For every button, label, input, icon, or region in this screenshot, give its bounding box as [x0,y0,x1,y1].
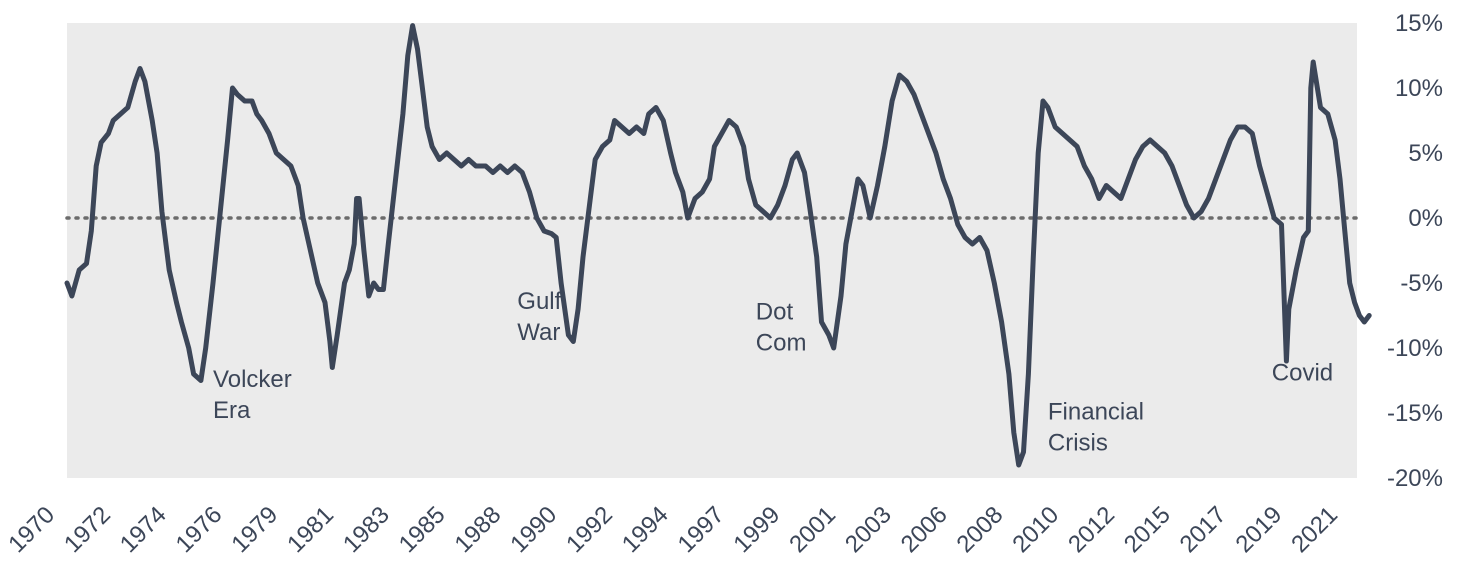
y-axis-ticks: 15% 10% 5% 0% -5% -10% -15% -20% [1387,10,1443,492]
annotation-line: Era [213,397,251,424]
annotation-line: Crisis [1048,430,1108,457]
y-tick-label: 15% [1395,10,1443,37]
event-annotation: Financial Crisis [1048,399,1144,457]
event-annotation: Dot Com [756,298,807,356]
x-axis-ticks: 1970197219741976197919811983198519881990… [3,501,1343,558]
x-tick-label: 2008 [952,501,1009,558]
x-tick-label: 2017 [1175,501,1232,558]
x-tick-label: 2012 [1063,501,1120,558]
plot-background [67,23,1357,478]
y-tick-label: -10% [1387,335,1443,362]
x-tick-label: 1988 [450,501,507,558]
x-tick-label: 2021 [1286,501,1343,558]
annotation-line: Covid [1272,360,1333,387]
y-tick-label: -20% [1387,465,1443,492]
y-tick-label: 0% [1408,205,1443,232]
x-tick-label: 1981 [282,501,339,558]
series-layer [64,23,1372,468]
annotation-line: Com [756,329,807,356]
x-tick-label: 1985 [394,501,451,558]
x-tick-label: 1976 [171,501,228,558]
x-tick-label: 2003 [840,501,897,558]
event-annotation: Covid [1272,360,1333,387]
x-tick-label: 1999 [728,501,785,558]
x-tick-label: 1990 [505,501,562,558]
event-annotation: Gulf War [517,288,561,346]
x-tick-label: 2006 [896,501,953,558]
event-annotation: Volcker Era [213,366,292,424]
annotation-line: Financial [1048,399,1144,426]
x-tick-label: 2015 [1119,501,1176,558]
series-line-0 [64,23,1372,468]
x-tick-label: 2019 [1230,501,1287,558]
x-tick-label: 1997 [673,501,730,558]
x-tick-label: 1970 [3,501,60,558]
x-tick-label: 2001 [784,501,841,558]
annotation-line: Volcker [213,366,292,393]
annotation-line: Dot [756,298,794,325]
annotation-layer: Volcker Era Gulf War Dot Com Financial Crisis Co… [213,288,1333,457]
annotation-line: Gulf [517,288,561,315]
y-tick-label: -15% [1387,400,1443,427]
x-tick-label: 1979 [226,501,283,558]
x-tick-label: 1974 [115,501,172,558]
x-tick-label: 1983 [338,501,395,558]
y-tick-label: 5% [1408,140,1443,167]
annotation-line: War [517,319,560,346]
x-tick-label: 1972 [59,501,116,558]
x-tick-label: 2010 [1007,501,1064,558]
y-tick-label: 10% [1395,75,1443,102]
y-tick-label: -5% [1400,270,1443,297]
x-tick-label: 1994 [617,501,674,558]
x-tick-label: 1992 [561,501,618,558]
